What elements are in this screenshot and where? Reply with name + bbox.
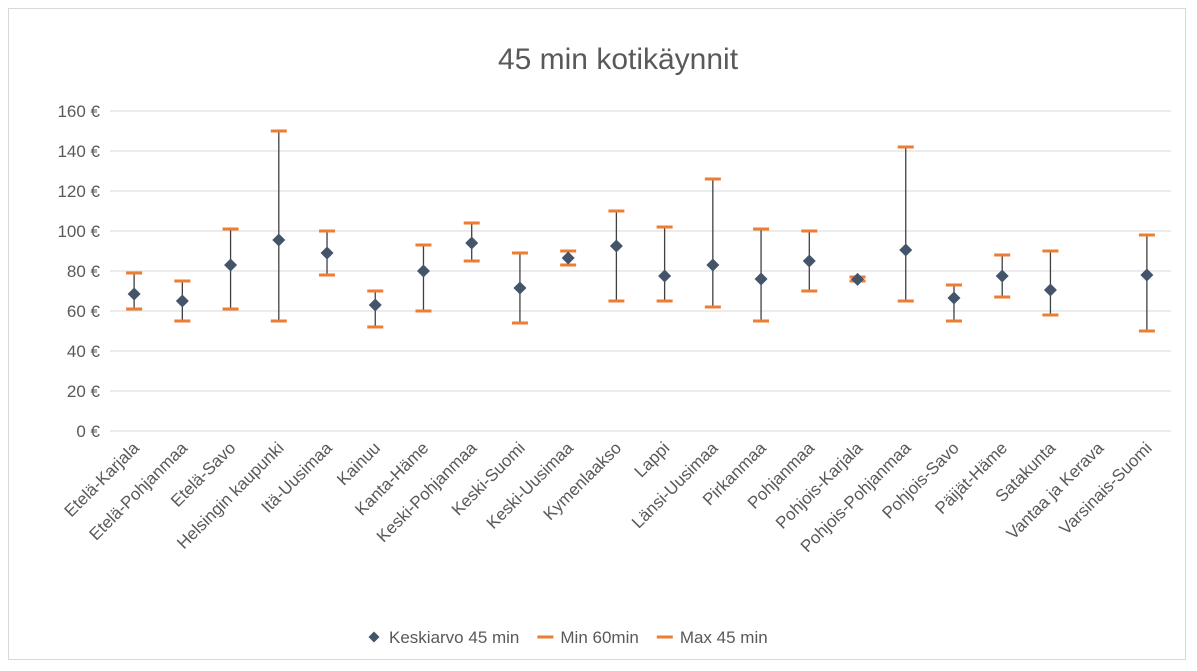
keskiarvo-45min-marker [224, 258, 238, 272]
y-tick-label: 120 € [57, 182, 100, 201]
keskiarvo-45min-marker [1140, 268, 1154, 282]
y-tick-label: 20 € [67, 382, 101, 401]
keskiarvo-45min-marker [368, 298, 382, 312]
legend: Keskiarvo 45 min Min 60min Max 45 min [368, 628, 768, 647]
x-category-layer: Etelä-KarjalaEtelä-PohjanmaaEtelä-SavoHe… [61, 438, 1156, 556]
keskiarvo-45min-marker [802, 254, 816, 268]
y-tick-layer: 0 € 20 € 40 € 60 € 80 € 100 € 120 € 140 € 160 € [57, 102, 100, 441]
legend-label: Max 45 min [680, 628, 768, 647]
keskiarvo-45min-marker [995, 269, 1009, 283]
marker-layer [126, 129, 1155, 333]
keskiarvo-45min-marker [658, 269, 672, 283]
legend-label: Keskiarvo 45 min [389, 628, 519, 647]
x-category-label: Keski-Uusimaa [483, 438, 578, 533]
keskiarvo-45min-marker [416, 264, 430, 278]
y-tick-label: 0 € [76, 422, 100, 441]
y-tick-label: 80 € [67, 262, 101, 281]
y-tick-label: 40 € [67, 342, 101, 361]
legend-marker-keskiarvo [368, 631, 380, 643]
keskiarvo-45min-marker [175, 294, 189, 308]
x-category-label: Länsi-Uusimaa [628, 438, 722, 532]
keskiarvo-45min-marker [947, 291, 961, 305]
keskiarvo-45min-marker [609, 239, 623, 253]
keskiarvo-45min-marker [320, 246, 334, 260]
keskiarvo-45min-marker [706, 258, 720, 272]
grid-layer [110, 110, 1171, 432]
keskiarvo-45min-marker [899, 243, 913, 257]
keskiarvo-45min-marker [513, 281, 527, 295]
keskiarvo-45min-marker [127, 287, 141, 301]
x-category-label: Pohjois-Karjala [772, 438, 867, 533]
keskiarvo-45min-marker [465, 236, 479, 250]
keskiarvo-45min-marker [561, 251, 575, 265]
keskiarvo-45min-marker [1043, 283, 1057, 297]
y-tick-label: 60 € [67, 302, 101, 321]
keskiarvo-45min-marker [754, 272, 768, 286]
y-tick-label: 140 € [57, 142, 100, 161]
y-tick-label: 160 € [57, 102, 100, 121]
legend-label: Min 60min [560, 628, 638, 647]
chart-title: 45 min kotikäynnit [498, 43, 739, 76]
chart-frame: 45 min kotikäynnit 0 € 20 € 40 € 60 € 80 € 10… [8, 8, 1186, 660]
keskiarvo-45min-marker [851, 272, 865, 286]
keskiarvo-45min-marker [272, 233, 286, 247]
chart-svg: 45 min kotikäynnit 0 € 20 € 40 € 60 € 80 € 10… [57, 43, 1171, 647]
x-category-label: Lappi [631, 438, 674, 481]
y-tick-label: 100 € [57, 222, 100, 241]
